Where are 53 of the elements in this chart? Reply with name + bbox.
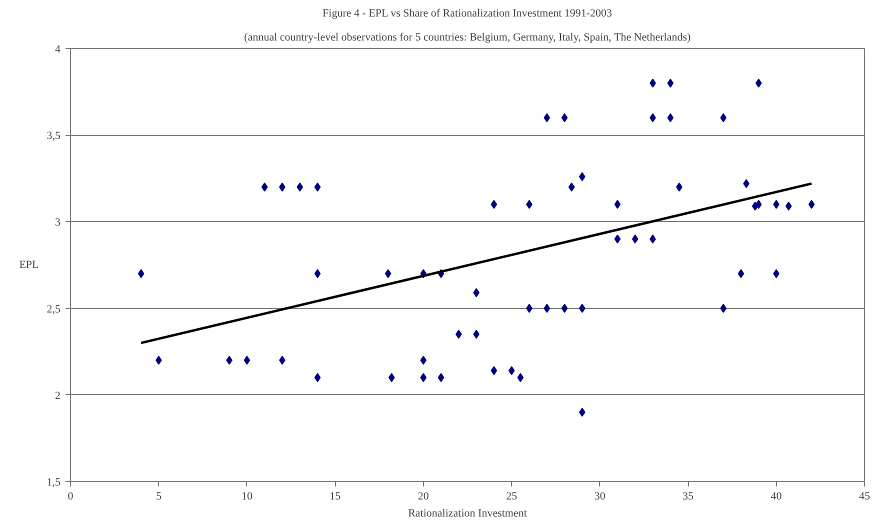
point: [561, 304, 568, 313]
y-tick-label: 2,5: [46, 303, 61, 316]
x-tick-label: 40: [770, 490, 782, 502]
point: [517, 373, 524, 382]
point: [785, 202, 792, 211]
point: [388, 373, 395, 382]
y-tick-label: 2: [55, 390, 60, 402]
point: [261, 182, 268, 192]
x-tick-label: 15: [330, 490, 342, 502]
y-tick-label: 1,5: [46, 476, 61, 488]
x-axis-title: Rationalization Investment: [408, 508, 527, 520]
point: [420, 373, 427, 382]
point: [384, 269, 392, 278]
point: [490, 200, 498, 209]
y-axis-title: EPL: [19, 259, 40, 271]
x-tick-label: 20: [418, 490, 430, 502]
point: [508, 366, 515, 376]
y-tick-label: 4: [55, 44, 61, 56]
x-tick-label: 45: [859, 490, 870, 502]
point: [314, 182, 321, 192]
point: [138, 269, 144, 278]
y-tick-label: 3,5: [46, 130, 61, 142]
x-tick-label: 10: [241, 490, 253, 502]
point: [720, 304, 727, 313]
point: [314, 269, 321, 278]
point: [614, 200, 621, 209]
point: [420, 356, 427, 365]
x-tick-label: 30: [594, 490, 606, 502]
point: [568, 182, 575, 192]
x-tick-label: 25: [506, 490, 518, 502]
x-tick-label: 0: [68, 490, 74, 502]
point: [720, 113, 727, 122]
point: [614, 234, 621, 244]
chart-title: Figure 4 - EPL vs Share of Rationalization Investment 1991-2003: [322, 8, 613, 20]
point: [561, 113, 568, 122]
x-tick-label: 5: [156, 490, 162, 502]
point: [667, 78, 674, 88]
point: [244, 356, 250, 365]
chart-subtitle: (annual country-level observations for 5 countries: Belgium, Germany, Italy, Spain, The Netherlands): [244, 32, 691, 44]
point: [755, 200, 762, 209]
point: [755, 78, 762, 88]
point: [314, 373, 321, 382]
y-tick-label: 3: [55, 216, 61, 229]
point: [808, 200, 815, 209]
point: [667, 113, 674, 122]
point: [632, 234, 638, 244]
point: [738, 269, 744, 278]
point: [296, 182, 304, 192]
point: [490, 366, 498, 376]
point: [544, 113, 550, 122]
x-tick-label: 35: [682, 490, 694, 502]
point: [438, 373, 444, 382]
point: [544, 304, 550, 313]
